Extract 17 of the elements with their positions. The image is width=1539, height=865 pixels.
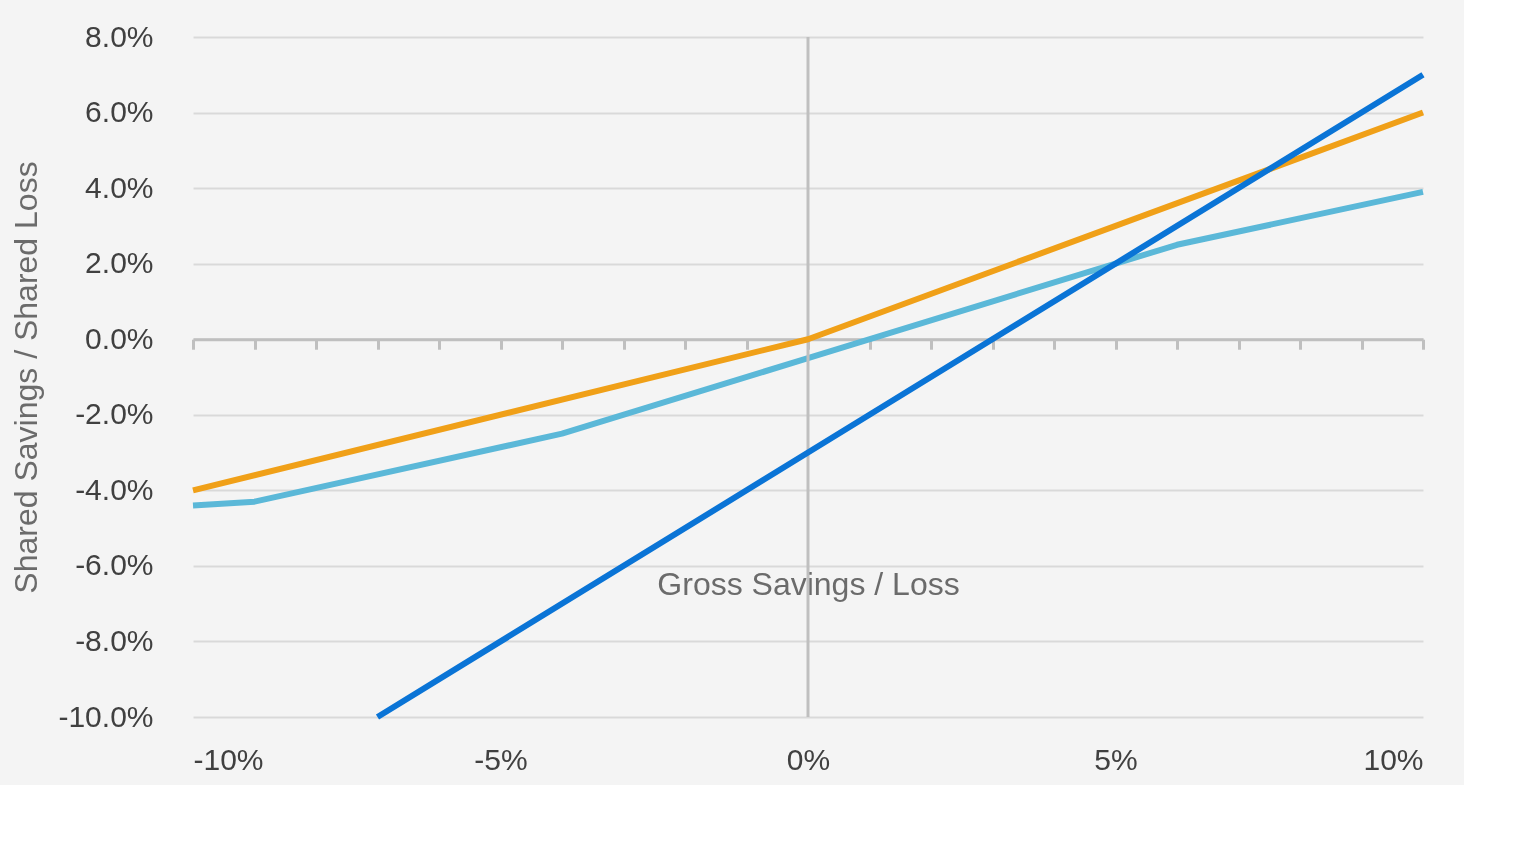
y-tick-label: -8.0% xyxy=(75,623,154,657)
y-axis-title: Shared Savings / Shared Loss xyxy=(8,161,45,594)
x-tick-label: 5% xyxy=(1094,742,1138,776)
y-tick-label: 6.0% xyxy=(85,95,154,129)
y-tick-label: 2.0% xyxy=(85,246,154,280)
y-tick-label: 8.0% xyxy=(85,19,154,53)
y-tick-label: -10.0% xyxy=(58,699,154,733)
x-tick-label: 0% xyxy=(786,742,831,776)
y-tick-label: -6.0% xyxy=(75,548,154,582)
x-tick-label: -10% xyxy=(193,742,264,776)
x-tick-label: 10% xyxy=(1363,742,1424,776)
y-tick-label: 4.0% xyxy=(85,170,154,204)
y-tick-label: 0.0% xyxy=(85,321,154,355)
x-tick-label: -5% xyxy=(474,742,528,776)
y-tick-label: -4.0% xyxy=(75,472,154,506)
x-axis-title: Gross Savings / Loss xyxy=(657,565,960,602)
y-tick-label: -2.0% xyxy=(75,397,154,431)
